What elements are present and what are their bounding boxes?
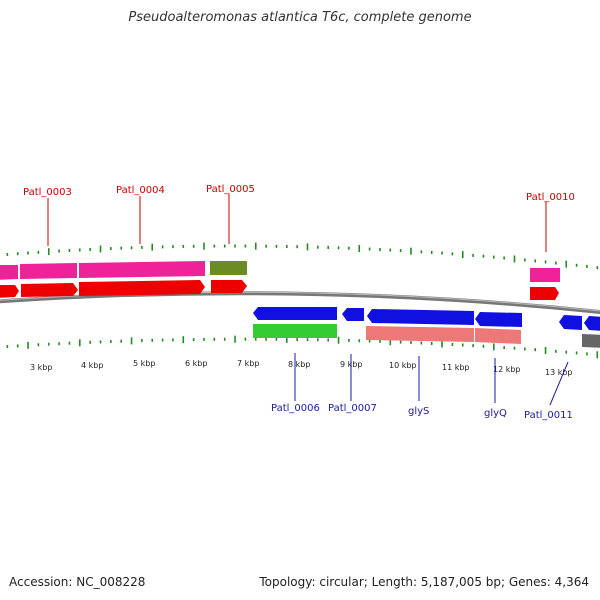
kbp-scale: 3 kbp 4 kbp 5 kbp 6 kbp 7 kbp 8 kbp 9 kb… [30,359,573,377]
forward-callouts: Patl_0003 Patl_0004 Patl_0005 Patl_0010 [23,184,575,252]
kbp-label: 10 kbp [389,361,417,370]
gene-block[interactable] [20,263,77,279]
cds-arrow[interactable] [0,285,19,298]
kbp-label: 13 kbp [545,368,573,377]
gene-block[interactable] [582,334,600,348]
feature-label[interactable]: Patl_0004 [116,185,165,196]
feature-label[interactable]: Patl_0005 [206,184,255,195]
cds-arrow[interactable] [559,315,582,330]
feature-label[interactable]: Patl_0011 [524,410,573,421]
kbp-label: 11 kbp [442,363,470,372]
feature-label[interactable]: glyS [408,406,429,417]
cds-arrow[interactable] [79,280,205,296]
feature-label[interactable]: glyQ [484,408,507,419]
genome-backbone-highlight [0,291,600,312]
forward-gene-track [0,261,560,282]
kbp-label: 7 kbp [237,359,259,368]
feature-label[interactable]: Patl_0006 [271,403,320,414]
gene-block[interactable] [530,268,560,282]
reverse-callouts: Patl_0006 Patl_0007 glyS glyQ Patl_0011 [271,353,573,421]
forward-cds-track [0,280,559,300]
cds-arrow[interactable] [475,312,522,327]
gene-block[interactable] [79,261,205,278]
reverse-cds-track [253,307,600,331]
cds-arrow[interactable] [342,308,364,321]
upper-tick-track [6,242,599,270]
genome-backbone [0,291,600,314]
kbp-label: 12 kbp [493,365,521,374]
reverse-gene-track [253,324,600,348]
cds-arrow[interactable] [367,309,474,325]
feature-label[interactable]: Patl_0007 [328,403,377,414]
gene-block[interactable] [253,324,337,338]
rna-block[interactable] [210,261,247,275]
kbp-label: 6 kbp [185,359,207,368]
feature-label[interactable]: Patl_0010 [526,192,575,203]
kbp-label: 5 kbp [133,359,155,368]
cds-arrow[interactable] [584,316,600,331]
gene-block[interactable] [0,265,18,280]
cds-arrow[interactable] [253,307,337,320]
feature-label[interactable]: Patl_0003 [23,187,72,198]
kbp-label: 8 kbp [288,360,310,369]
cds-arrow[interactable] [21,283,78,297]
cds-arrow[interactable] [530,287,559,300]
cds-arrow[interactable] [211,280,247,293]
genome-summary-text: Topology: circular; Length: 5,187,005 bp… [259,575,589,589]
map-title: Pseudoalteromonas atlantica T6c, complet… [128,10,472,25]
kbp-label: 3 kbp [30,363,52,372]
gene-block[interactable] [475,328,521,344]
gene-block[interactable] [366,326,474,342]
kbp-label: 4 kbp [81,361,103,370]
accession-text: Accession: NC_008228 [9,575,146,589]
